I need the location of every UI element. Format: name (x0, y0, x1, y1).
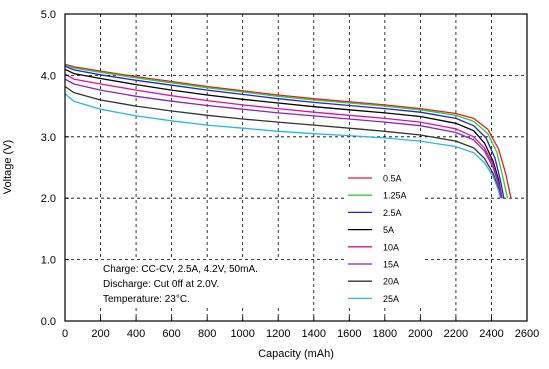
x-tick-label: 1000 (230, 328, 254, 340)
series-line-10a (64, 73, 503, 199)
series-line-1-25a (64, 64, 509, 199)
legend-background (344, 170, 424, 306)
legend-label: 5A (383, 225, 394, 235)
series-line-0-5a (64, 63, 512, 199)
x-tick-label: 2400 (479, 328, 503, 340)
x-tick-label: 2000 (408, 328, 432, 340)
y-tick-label: 5.0 (41, 9, 56, 21)
note-line: Temperature: 23°C. (103, 294, 190, 305)
series-line-5a (64, 68, 503, 199)
legend-label: 20A (383, 277, 399, 287)
x-tick-label: 2200 (444, 328, 468, 340)
legend-label: 10A (383, 242, 399, 252)
x-tick-label: 600 (162, 328, 180, 340)
x-tick-label: 2600 (515, 328, 539, 340)
x-tick-label: 1200 (266, 328, 290, 340)
tick-layer: 0 200 400 600 800 1000 1200 1400 1600 1800 2000 220… (41, 9, 540, 340)
x-axis-title: Capacity (mAh) (258, 348, 334, 360)
legend-label: 2.5A (383, 208, 402, 218)
legend-label: 15A (383, 260, 399, 270)
series-line-15a (64, 78, 502, 199)
series-line-25a (64, 93, 501, 199)
x-tick-label: 200 (91, 328, 109, 340)
y-tick-label: 0.0 (41, 316, 56, 328)
y-tick-label: 4.0 (41, 70, 56, 82)
legend-label: 0.5A (383, 174, 402, 184)
y-tick-label: 2.0 (41, 193, 56, 205)
plot-area-frame (64, 13, 528, 322)
note-background (100, 260, 286, 308)
x-tick-label: 0 (62, 328, 68, 340)
series-layer (64, 63, 512, 199)
legend: 0.5A 1.25A 2.5A 5A 10A 15A 20A 25A (344, 170, 424, 306)
x-tick-label: 1600 (337, 328, 361, 340)
note-line: Charge: CC-CV, 2.5A, 4.2V, 50mA. (103, 264, 258, 275)
grid-layer (65, 14, 527, 321)
test-conditions-note: Charge: CC-CV, 2.5A, 4.2V, 50mA. Discharg… (100, 260, 286, 308)
x-tick-label: 1400 (302, 328, 326, 340)
series-line-2-5a (64, 65, 505, 199)
y-axis-title: Voltage (V) (2, 140, 14, 194)
y-tick-label: 1.0 (41, 255, 56, 267)
x-tick-label: 400 (127, 328, 145, 340)
note-line: Discharge: Cut 0ff at 2.0V. (103, 279, 219, 290)
x-tick-label: 800 (198, 328, 216, 340)
y-tick-label: 3.0 (41, 132, 56, 144)
series-line-20a (64, 85, 501, 199)
x-tick-label: 1800 (373, 328, 397, 340)
legend-label: 25A (383, 294, 399, 304)
legend-label: 1.25A (383, 191, 407, 201)
